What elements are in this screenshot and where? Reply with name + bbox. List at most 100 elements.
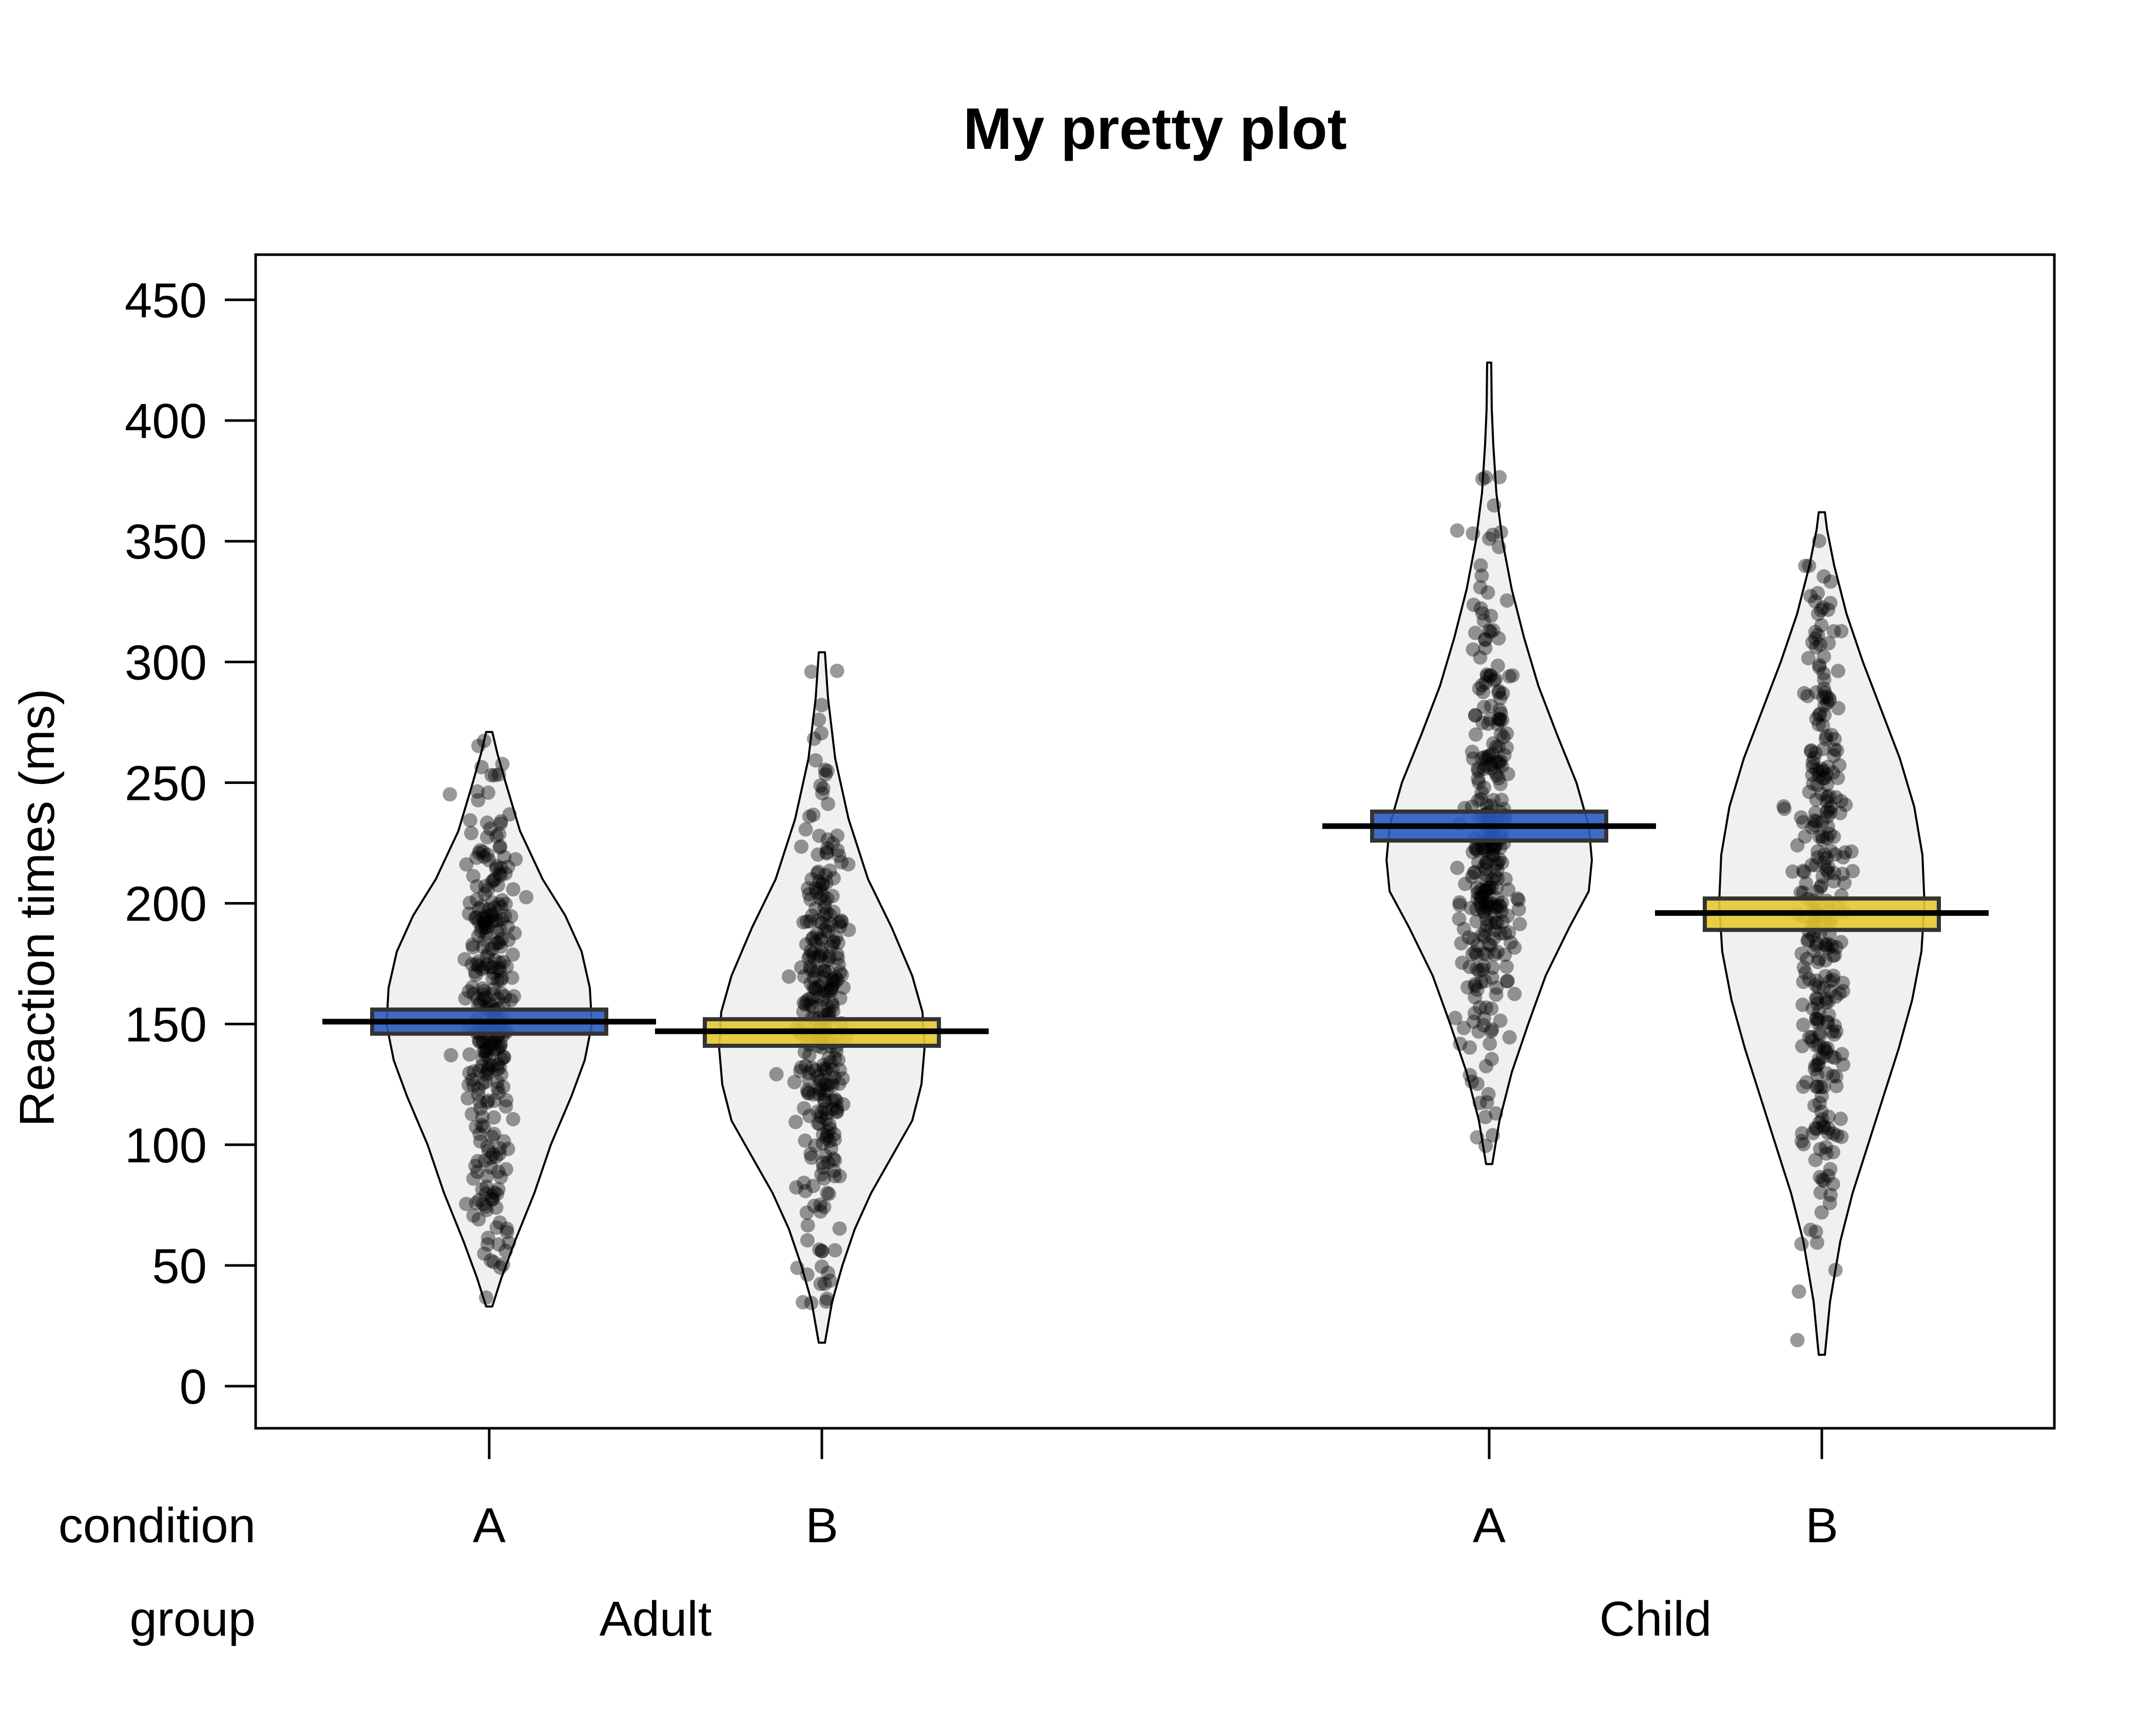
data-point	[477, 887, 492, 901]
data-point	[1806, 1125, 1820, 1140]
data-point	[1511, 902, 1526, 917]
data-point	[476, 992, 491, 1006]
data-point	[486, 960, 500, 974]
data-point	[492, 961, 506, 975]
violin-bean	[718, 651, 926, 1344]
data-point	[1488, 869, 1503, 883]
data-point	[824, 939, 839, 954]
data-point	[1490, 863, 1505, 877]
data-point	[814, 942, 829, 956]
data-point	[1817, 1120, 1832, 1135]
data-point	[480, 1095, 495, 1110]
data-point	[490, 1041, 505, 1056]
data-point	[1809, 973, 1824, 988]
data-point	[1802, 1030, 1817, 1045]
data-point	[1835, 975, 1850, 990]
data-point	[1502, 925, 1516, 940]
data-point	[491, 1182, 506, 1197]
data-point	[1816, 1119, 1831, 1133]
data-point	[1476, 946, 1491, 961]
data-point	[1488, 899, 1503, 914]
data-point	[820, 832, 835, 847]
data-point	[1481, 895, 1496, 910]
data-point	[1835, 867, 1850, 881]
data-point	[477, 849, 492, 864]
data-point	[1486, 848, 1501, 862]
data-point	[482, 902, 496, 917]
data-point	[794, 1060, 808, 1075]
data-point	[472, 1126, 487, 1141]
data-point	[473, 1101, 488, 1116]
data-point	[805, 1061, 820, 1076]
data-point	[1811, 586, 1825, 601]
data-point	[819, 1291, 834, 1306]
data-point	[825, 889, 840, 904]
data-point	[1500, 908, 1515, 923]
data-point	[481, 1061, 496, 1076]
y-tick-label: 350	[125, 514, 207, 569]
data-point	[813, 1204, 828, 1219]
data-point	[1821, 602, 1836, 617]
data-point	[828, 974, 843, 989]
data-point	[463, 813, 477, 828]
data-point	[1816, 718, 1831, 733]
data-point	[1809, 814, 1824, 829]
data-point	[1811, 954, 1825, 969]
data-point	[473, 843, 488, 858]
data-point	[1468, 945, 1483, 960]
y-tick-label: 250	[125, 756, 207, 811]
data-point	[796, 1295, 810, 1310]
data-point	[462, 1047, 477, 1062]
data-point	[826, 1151, 841, 1166]
data-point	[488, 936, 503, 951]
data-point	[1475, 606, 1490, 621]
data-point	[827, 1153, 842, 1167]
data-point	[819, 906, 834, 921]
data-point	[485, 907, 499, 922]
data-point	[478, 1186, 493, 1201]
data-point	[1837, 875, 1852, 890]
data-point	[817, 1199, 832, 1214]
data-point	[1500, 973, 1515, 988]
data-point	[830, 843, 845, 857]
data-point	[816, 1061, 831, 1076]
data-point	[1796, 864, 1811, 878]
data-point	[834, 967, 849, 982]
data-point	[1820, 819, 1835, 834]
data-point	[459, 857, 474, 872]
data-point	[1485, 1022, 1499, 1037]
data-point	[796, 915, 811, 930]
data-point	[1805, 768, 1820, 782]
data-point	[799, 1205, 814, 1220]
data-point	[1826, 748, 1841, 763]
data-point	[1491, 739, 1506, 754]
data-point	[1811, 628, 1825, 643]
data-point	[1825, 972, 1840, 987]
data-point	[1827, 1050, 1842, 1065]
data-point	[1809, 1011, 1824, 1026]
data-point	[825, 973, 840, 988]
data-point	[1814, 761, 1829, 776]
data-point	[494, 900, 509, 914]
data-point	[803, 960, 818, 974]
data-point	[1830, 743, 1844, 758]
data-point	[1474, 927, 1489, 942]
data-point	[1489, 1106, 1504, 1121]
data-point	[1827, 1018, 1842, 1033]
data-point	[1492, 540, 1506, 554]
data-point	[811, 913, 825, 928]
data-point	[1499, 726, 1514, 741]
data-point	[833, 991, 848, 1006]
data-point	[1482, 531, 1497, 546]
data-point	[832, 848, 846, 863]
data-point	[491, 1164, 506, 1179]
data-point	[471, 738, 486, 753]
data-point	[1810, 844, 1825, 859]
data-point	[822, 1134, 837, 1148]
data-point	[1801, 932, 1816, 947]
data-point	[817, 1171, 832, 1186]
data-point	[492, 840, 507, 855]
data-point	[491, 1085, 506, 1100]
data-point	[499, 1093, 514, 1107]
data-point	[493, 972, 508, 987]
